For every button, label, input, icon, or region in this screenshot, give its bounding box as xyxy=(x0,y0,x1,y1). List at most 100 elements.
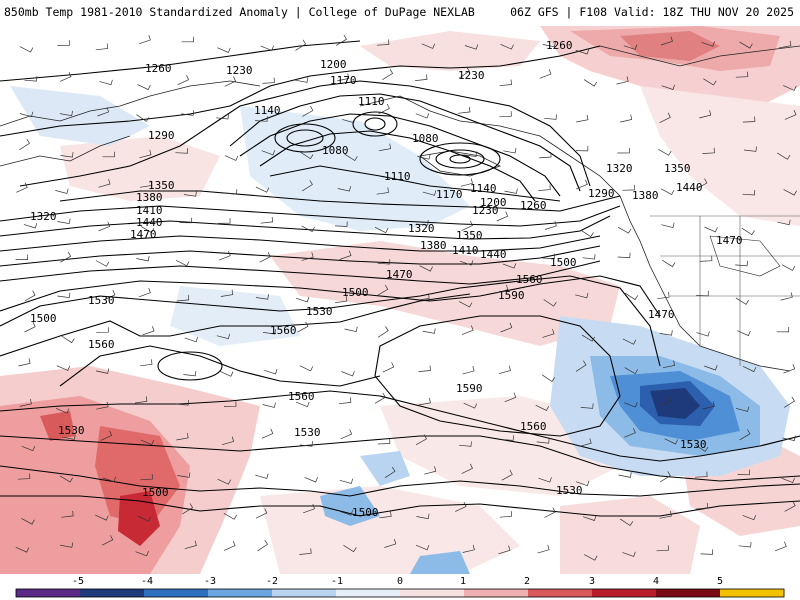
wind-barb xyxy=(542,253,555,260)
wind-barb xyxy=(584,554,598,561)
map-header: 850mb Temp 1981-2010 Standardized Anomal… xyxy=(0,0,800,26)
wind-barb xyxy=(222,436,235,446)
wind-barb xyxy=(176,294,190,302)
wind-barb xyxy=(496,211,509,222)
wind-barb xyxy=(576,114,589,123)
map-canvas: 1260 1230 1200 1170 1140 1110 1080 1080 … xyxy=(0,26,800,574)
wind-barb xyxy=(339,478,354,484)
contour-label: 1590 xyxy=(498,289,525,302)
wind-barb xyxy=(98,179,111,188)
wind-barb xyxy=(262,329,276,335)
wind-barb xyxy=(700,549,714,555)
wind-barb xyxy=(579,438,592,447)
wind-barb xyxy=(95,260,110,267)
wind-barb xyxy=(783,364,796,374)
wind-barb xyxy=(220,289,234,297)
wind-barb xyxy=(419,265,433,272)
wind-barb xyxy=(580,403,594,409)
wind-barb xyxy=(181,36,194,43)
wind-barb xyxy=(543,299,557,307)
wind-barb xyxy=(18,358,31,367)
wind-barb xyxy=(661,84,675,90)
wind-barb xyxy=(55,188,69,194)
wind-barb xyxy=(656,545,669,552)
wind-barb xyxy=(343,545,357,553)
wind-barb xyxy=(102,151,115,158)
wind-barb xyxy=(702,147,715,154)
wind-barb xyxy=(377,326,389,338)
wind-barb xyxy=(295,77,309,83)
wind-barb xyxy=(377,284,389,296)
contour-label: 1380 xyxy=(136,191,163,204)
wind-barb xyxy=(295,296,310,303)
wind-barb xyxy=(96,401,109,410)
wind-barb xyxy=(184,336,198,343)
wind-barb xyxy=(259,252,271,263)
wind-barb xyxy=(181,110,195,116)
wind-barb xyxy=(624,367,639,375)
wind-barb xyxy=(743,146,757,152)
wind-barb xyxy=(504,392,517,403)
colorbar-tick: -1 xyxy=(331,576,343,587)
wind-barb xyxy=(138,287,151,298)
wind-barb xyxy=(704,365,718,371)
wind-barb xyxy=(184,540,197,550)
wind-barb xyxy=(418,365,431,372)
wind-barb xyxy=(218,218,231,224)
anomaly-map[interactable]: 1260 1230 1200 1170 1140 1110 1080 1080 … xyxy=(0,26,800,574)
wind-barb xyxy=(338,397,352,405)
wind-barb xyxy=(101,535,114,546)
wind-barb xyxy=(260,45,274,51)
contour-label: 1260 xyxy=(145,62,172,75)
wind-barb xyxy=(617,252,631,259)
wind-barb xyxy=(19,138,30,151)
wind-barb xyxy=(57,218,71,225)
wind-barb xyxy=(582,515,597,521)
wind-barb xyxy=(617,226,632,234)
wind-barb xyxy=(59,71,72,82)
wind-barb xyxy=(659,471,671,483)
colorbar-tick: 0 xyxy=(397,576,403,587)
wind-barb xyxy=(175,148,189,154)
contour-label: 1440 xyxy=(676,181,703,194)
wind-barb xyxy=(575,145,589,152)
wind-barb xyxy=(502,263,517,269)
wind-barb xyxy=(583,79,598,87)
colorbar-swatch xyxy=(336,589,401,597)
wind-barb xyxy=(337,186,351,192)
wind-barb xyxy=(702,401,715,410)
wind-barb xyxy=(261,428,274,439)
contour-label: 1170 xyxy=(330,74,357,87)
colorbar-tick: 1 xyxy=(460,576,466,587)
contour-label: 1500 xyxy=(142,486,169,499)
wind-barb xyxy=(336,34,347,46)
wind-barb xyxy=(59,110,73,117)
wind-barb xyxy=(138,35,151,45)
wind-barb xyxy=(699,255,713,262)
contour-label: 1530 xyxy=(306,305,333,318)
wind-barb xyxy=(415,74,428,81)
wind-barb xyxy=(140,474,153,481)
wind-barb xyxy=(779,40,792,49)
wind-barb xyxy=(297,321,309,333)
contour-label: 1140 xyxy=(254,104,281,117)
wind-barb xyxy=(617,147,630,154)
wind-barb xyxy=(56,365,71,371)
contour-label: 1200 xyxy=(480,196,507,209)
wind-barb xyxy=(263,369,278,375)
contour-label: 1500 xyxy=(550,256,577,269)
wind-barb xyxy=(622,338,637,345)
model-run-info: 06Z GFS | F108 Valid: 18Z THU NOV 20 202… xyxy=(510,5,794,19)
wind-barb xyxy=(302,180,313,192)
wind-barb xyxy=(622,184,635,191)
wind-barb xyxy=(177,472,191,478)
contour-label: 1410 xyxy=(452,244,479,257)
wind-barb xyxy=(255,294,269,300)
contour-label: 1560 xyxy=(516,273,543,286)
colorbar-tick: -5 xyxy=(72,576,84,587)
contour-label: 1530 xyxy=(680,438,707,451)
wind-barb xyxy=(501,435,514,441)
wind-barb xyxy=(24,76,38,82)
wind-barb xyxy=(776,326,790,333)
